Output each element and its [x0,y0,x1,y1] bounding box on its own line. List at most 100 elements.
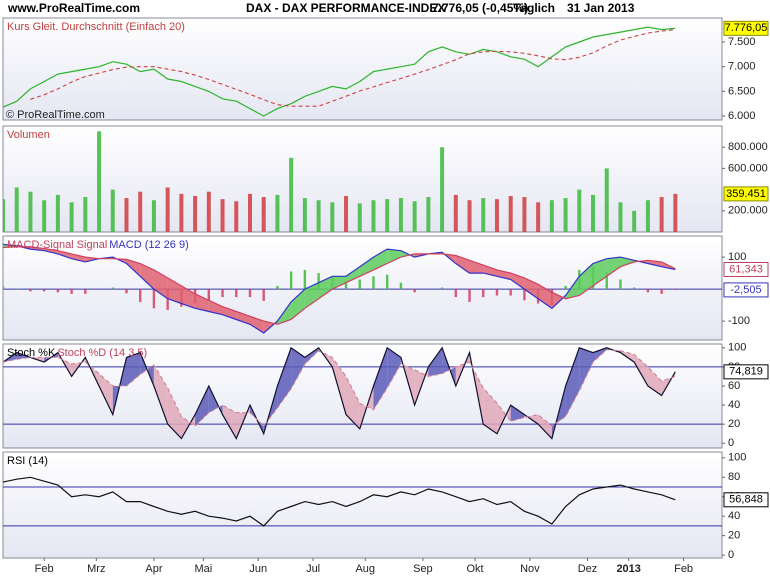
panel-title: Stoch %K [7,347,56,359]
volume-bar [494,199,499,232]
x-tick-label: Jun [249,563,267,575]
fill-between [497,269,511,280]
fill-between [332,357,346,415]
volume-bar [14,187,19,232]
volume-bar [151,200,156,232]
histogram-bar [344,282,348,290]
fill-between [181,285,196,309]
volume-bar [124,198,129,232]
histogram-bar [385,274,389,290]
fill-between [126,259,141,277]
histogram-bar [482,289,485,298]
volume-bar [645,200,650,232]
histogram-bar [207,289,211,301]
y-tick-label: 40 [728,399,740,411]
histogram-bar [276,285,279,290]
y-tick-label: 80 [728,471,740,483]
y-tick-label: 100 [728,251,746,263]
fill-between [57,250,72,259]
histogram-bar [56,289,60,293]
last-value-box [723,20,769,36]
instrument-title: DAX - DAX PERFORMANCE-INDEX [246,1,445,15]
y-tick-label: -100 [728,315,750,327]
y-tick-label: 7.500 [728,36,756,48]
fill-between [346,266,360,283]
fill-between [195,293,209,312]
histogram-bar [523,289,526,301]
histogram-bar [399,282,403,290]
last-value-box [723,261,769,277]
y-tick-label: 600.000 [728,162,768,174]
volume-bar [165,187,170,232]
plot-area [3,346,722,440]
volume-bar [234,201,239,232]
last-value-box [723,186,769,202]
volume-bar [563,198,568,232]
fill-between [593,258,607,286]
histogram-bar [646,289,650,293]
period: Täglich [513,1,555,15]
volume-bar [275,194,280,232]
histogram-bar [152,289,156,309]
volume-bar [453,194,458,232]
volume-bar [508,195,513,232]
x-tick-label: Mrz [87,563,105,575]
series-line [3,346,676,440]
x-tick-label: Aug [355,563,375,575]
panel-title: RSI (14) [7,455,48,467]
volume-bar [206,191,211,232]
histogram-bar [632,287,636,290]
x-tick-label: Jul [306,563,320,575]
panel-background [2,125,723,233]
histogram-bar [372,276,375,290]
plot-area [3,476,722,527]
plot-area [3,243,722,334]
fill-between [579,263,593,296]
fill-between [387,347,401,388]
fill-between [222,405,237,439]
last-value-label: 56,848 [729,494,763,506]
series-line [3,476,676,527]
last-value-label: -2,505 [730,284,761,296]
volume-bar [577,189,582,232]
panel-title: Volumen [7,129,50,141]
last-value-box [723,282,769,298]
histogram-bar [454,289,458,298]
series-line [3,349,676,427]
histogram-bar [29,289,32,292]
histogram-bar [303,269,307,290]
y-tick-label: 0 [728,549,734,561]
plot-area [3,26,676,117]
volume-bar [549,200,554,232]
panel-title: Stoch %D (14 3 5) [57,347,147,359]
histogram-bar [125,289,128,294]
volume-bar [110,189,115,232]
volume-bar [522,197,527,232]
volume-bar [467,200,472,232]
volume-bar [28,191,33,232]
fill-between [153,365,168,425]
volume-bar [83,197,88,232]
fill-between [469,260,484,274]
histogram-bar [139,289,142,302]
volume-bar [302,198,307,232]
histogram-bar [564,285,567,290]
volume-bar [316,200,321,232]
histogram-bar [221,289,224,298]
y-tick-label: 20 [728,418,740,430]
panel-title: Kurs Gleit. Durchschnitt (Einfach 20) [7,21,185,33]
volume-bar [289,157,294,232]
volume-bar [412,201,417,232]
volume-bar [220,199,225,232]
volume-bar [179,193,184,232]
y-tick-label: 60 [728,380,740,392]
volume-bar [426,197,431,232]
panel-background [2,235,723,341]
volume-bar [591,194,596,232]
volume-bar [385,199,390,232]
histogram-bar [70,289,73,294]
x-tick-label: Mai [194,563,212,575]
fill-between [387,249,401,264]
fill-between [455,255,470,274]
panel-title: MACD (12 26 9) [109,239,188,251]
